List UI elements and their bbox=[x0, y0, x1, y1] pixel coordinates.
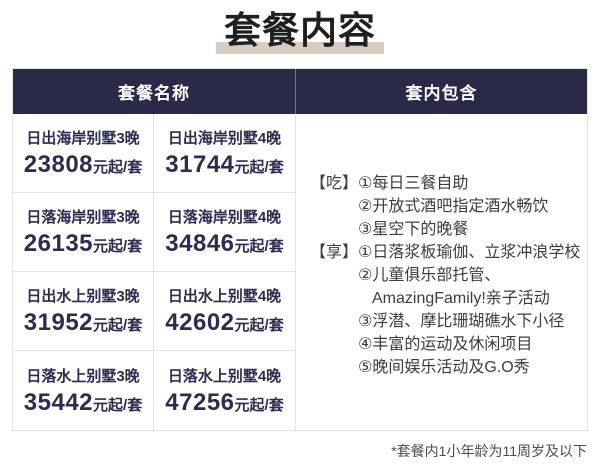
page-title-wrap: 套餐内容 bbox=[0, 7, 600, 55]
included-line-enjoy-3: ③浮潜、摩比珊瑚礁水下小径 bbox=[310, 310, 581, 333]
package-cell-sunrise-coast-3n: 日出海岸别墅3晚 23808 元起/套 bbox=[13, 114, 154, 193]
included-line-text: ②儿童俱乐部托管、 bbox=[358, 266, 501, 284]
package-price-line: 31744 元起/套 bbox=[165, 151, 283, 179]
included-line-text: ③星空下的晚餐 bbox=[358, 220, 469, 238]
included-line-enjoy-5: ⑤晚间娱乐活动及G.O秀 bbox=[310, 356, 581, 379]
package-price-line: 26135 元起/套 bbox=[24, 230, 142, 258]
package-cell-sunset-water-4n: 日落水上别墅4晚 47256 元起/套 bbox=[154, 351, 295, 430]
included-line-text: ①每日三餐自助 bbox=[358, 174, 469, 192]
package-name: 日出海岸别墅3晚 bbox=[26, 130, 140, 147]
package-price-suffix: 元起/套 bbox=[93, 159, 143, 176]
package-price-suffix: 元起/套 bbox=[93, 238, 143, 255]
package-price-line: 47256 元起/套 bbox=[165, 389, 283, 417]
package-price: 26135 bbox=[23, 230, 94, 257]
package-price: 42602 bbox=[165, 309, 235, 336]
included-line-eat-2: ②开放式酒吧指定酒水畅饮 bbox=[310, 195, 581, 218]
included-line-enjoy-4: ④丰富的运动及休闲项目 bbox=[310, 333, 581, 356]
package-price-suffix: 元起/套 bbox=[234, 238, 284, 255]
included-line-label: 【享】 bbox=[310, 243, 359, 261]
package-cell-sunrise-water-3n: 日出水上别墅3晚 31952 元起/套 bbox=[13, 272, 154, 351]
table-body: 日出海岸别墅3晚 23808 元起/套 日出海岸别墅4晚 31744 元起/套 日落… bbox=[13, 114, 587, 430]
included-line-text: AmazingFamily!亲子活动 bbox=[372, 289, 550, 307]
package-price-line: 23808 元起/套 bbox=[24, 151, 142, 179]
package-name: 日出水上别墅3晚 bbox=[26, 288, 140, 305]
package-price-suffix: 元起/套 bbox=[234, 159, 284, 176]
included-line-text: ④丰富的运动及休闲项目 bbox=[358, 335, 533, 353]
table-header-row: 套餐名称 套内包含 bbox=[13, 69, 587, 114]
included-line-text: ②开放式酒吧指定酒水畅饮 bbox=[358, 197, 549, 215]
column-header-package-name: 套餐名称 bbox=[13, 69, 296, 114]
package-cell-sunset-coast-3n: 日落海岸别墅3晚 26135 元起/套 bbox=[13, 193, 154, 272]
package-price-line: 35442 元起/套 bbox=[24, 389, 142, 417]
package-name: 日落海岸别墅3晚 bbox=[26, 209, 140, 226]
package-name: 日落水上别墅4晚 bbox=[167, 367, 282, 385]
included-line-eat-1: 【吃】 ①每日三餐自助 bbox=[310, 172, 581, 195]
package-name: 日落水上别墅3晚 bbox=[26, 367, 140, 385]
package-price: 23808 bbox=[23, 151, 94, 178]
included-line-label: 【吃】 bbox=[310, 174, 359, 192]
package-price-line: 31952 元起/套 bbox=[24, 309, 142, 337]
package-cell-sunset-coast-4n: 日落海岸别墅4晚 34846 元起/套 bbox=[154, 193, 295, 272]
package-price-suffix: 元起/套 bbox=[93, 396, 143, 414]
page-title: 套餐内容 bbox=[216, 7, 384, 55]
package-name: 日出海岸别墅4晚 bbox=[167, 130, 282, 147]
included-line-text: ⑤晚间娱乐活动及G.O秀 bbox=[358, 358, 530, 376]
included-line-text: ③浮潜、摩比珊瑚礁水下小径 bbox=[358, 312, 565, 330]
package-cell-sunset-water-3n: 日落水上别墅3晚 35442 元起/套 bbox=[13, 351, 154, 430]
package-price-suffix: 元起/套 bbox=[93, 317, 143, 334]
package-price: 31952 bbox=[23, 309, 94, 336]
package-price: 31744 bbox=[165, 151, 235, 178]
included-line-eat-3: ③星空下的晚餐 bbox=[310, 218, 581, 241]
package-price: 35442 bbox=[23, 388, 94, 416]
package-cell-sunrise-water-4n: 日出水上别墅4晚 42602 元起/套 bbox=[154, 272, 295, 351]
included-line-text: ①日落浆板瑜伽、立浆冲浪学校 bbox=[358, 243, 581, 261]
column-header-included: 套内包含 bbox=[405, 84, 478, 103]
included-line-enjoy-2-cont: AmazingFamily!亲子活动 bbox=[310, 287, 581, 310]
included-line-enjoy-1: 【享】 ①日落浆板瑜伽、立浆冲浪学校 bbox=[310, 241, 581, 264]
included-cell: 【吃】 ①每日三餐自助 ②开放式酒吧指定酒水畅饮 ③星空下的晚餐 【享】 ①日落浆板… bbox=[296, 114, 587, 430]
package-cell-sunrise-coast-4n: 日出海岸别墅4晚 31744 元起/套 bbox=[154, 114, 295, 193]
package-price: 34846 bbox=[165, 230, 235, 257]
package-table: 套餐名称 套内包含 日出海岸别墅3晚 23808 元起/套 日出海岸别墅4晚 31… bbox=[12, 68, 588, 431]
package-price-line: 42602 元起/套 bbox=[165, 309, 283, 337]
package-name: 日落海岸别墅4晚 bbox=[167, 209, 282, 226]
footnote: *套餐内1小年龄为11周岁及以下 bbox=[391, 443, 587, 459]
package-price-suffix: 元起/套 bbox=[234, 396, 284, 414]
package-price-line: 34846 元起/套 bbox=[165, 230, 283, 258]
packages-grid: 日出海岸别墅3晚 23808 元起/套 日出海岸别墅4晚 31744 元起/套 日落… bbox=[13, 114, 296, 430]
package-price: 47256 bbox=[165, 388, 235, 416]
package-name: 日出水上别墅4晚 bbox=[167, 288, 282, 305]
included-line-enjoy-2: ②儿童俱乐部托管、 bbox=[310, 264, 581, 287]
package-price-suffix: 元起/套 bbox=[234, 317, 284, 334]
